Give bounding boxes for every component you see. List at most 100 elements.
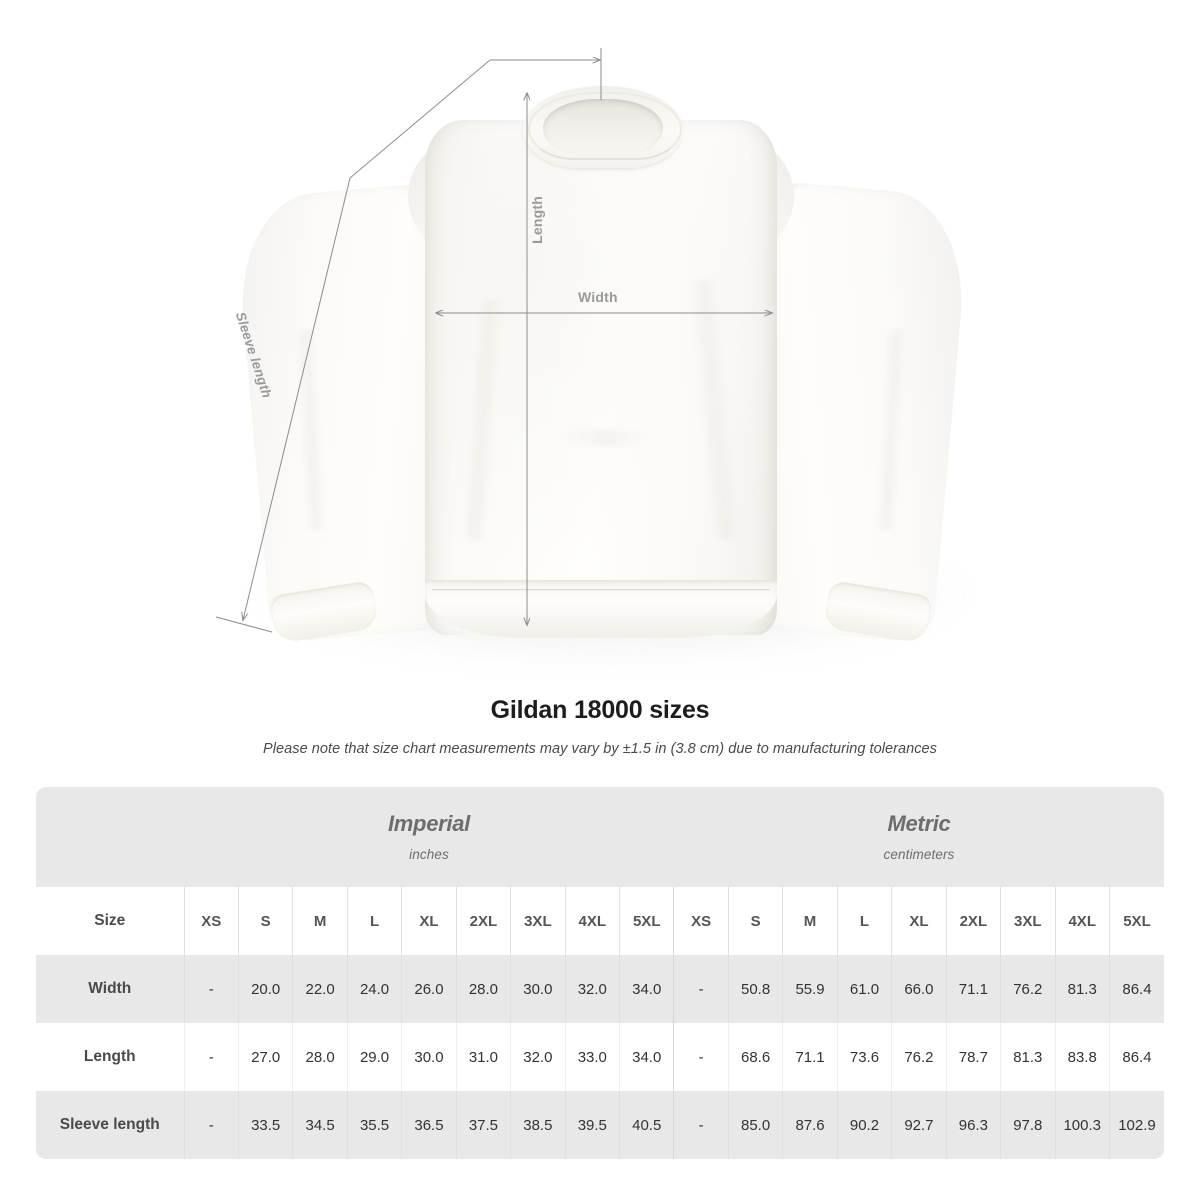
unit-banner-spacer: [36, 787, 185, 887]
cell-length-metric-3xl: 81.3: [1000, 1023, 1056, 1091]
cell-width-imperial-3xl: 30.0: [510, 955, 566, 1023]
cell-sleeve-imperial-s: 33.5: [237, 1091, 293, 1159]
header-size-imperial-2xl: 2XL: [455, 887, 511, 955]
header-size-imperial-xs: XS: [183, 887, 239, 955]
header-size-label: Size: [36, 887, 185, 955]
tolerance-note: Please note that size chart measurements…: [263, 741, 937, 757]
header-size-imperial-m: M: [292, 887, 348, 955]
cell-sleeve-metric-m: 87.6: [782, 1091, 838, 1159]
size-chart-table-container: Imperial inches Metric centimeters Size …: [36, 787, 1164, 1159]
cell-width-metric-s: 50.8: [727, 955, 783, 1023]
unit-metric-name: Metric: [887, 810, 951, 836]
row-label-length: Length: [36, 1023, 185, 1091]
header-size-imperial-l: L: [346, 887, 402, 955]
cell-sleeve-metric-xl: 92.7: [891, 1091, 947, 1159]
cell-length-imperial-3xl: 32.0: [510, 1023, 566, 1091]
size-chart-table: Imperial inches Metric centimeters Size …: [36, 787, 1164, 1159]
cell-length-imperial-m: 28.0: [292, 1023, 348, 1091]
table-row: Length - 27.0 28.0 29.0 30.0 31.0 32.0 3…: [36, 1023, 1164, 1091]
width-label: Width: [578, 289, 618, 305]
cell-width-imperial-l: 24.0: [346, 955, 402, 1023]
collar-rib: [528, 92, 682, 160]
cell-length-metric-s: 68.6: [727, 1023, 783, 1091]
header-size-metric-2xl: 2XL: [945, 887, 1001, 955]
cell-length-imperial-l: 29.0: [346, 1023, 402, 1091]
size-header-row: Size XS S M L XL 2XL 3XL 4XL 5XL XS S M …: [36, 887, 1164, 955]
cell-length-imperial-5xl: 34.0: [619, 1023, 674, 1091]
header-size-imperial-s: S: [237, 887, 293, 955]
cell-width-imperial-xl: 26.0: [401, 955, 457, 1023]
cell-length-imperial-4xl: 33.0: [564, 1023, 620, 1091]
sweatshirt-illustration: [233, 86, 972, 670]
unit-metric-cell: Metric centimeters: [673, 787, 1164, 887]
cell-length-metric-4xl: 83.8: [1054, 1023, 1110, 1091]
product-figure: Length Width Sleeve length: [215, 48, 972, 670]
cell-sleeve-imperial-xs: -: [183, 1091, 239, 1159]
cell-width-imperial-4xl: 32.0: [564, 955, 620, 1023]
title-block: Gildan 18000 sizes Please note that size…: [0, 690, 1200, 757]
cell-sleeve-imperial-l: 35.5: [346, 1091, 402, 1159]
garment-body: [425, 120, 777, 635]
page-title: Gildan 18000 sizes: [490, 696, 710, 724]
header-size-metric-s: S: [727, 887, 783, 955]
cell-width-imperial-2xl: 28.0: [455, 955, 511, 1023]
cell-length-metric-5xl: 86.4: [1108, 1023, 1164, 1091]
unit-imperial-name: Imperial: [387, 810, 470, 836]
length-label: Length: [529, 196, 545, 244]
unit-banner-row: Imperial inches Metric centimeters: [36, 787, 1164, 887]
cell-sleeve-imperial-5xl: 40.5: [619, 1091, 674, 1159]
cell-length-metric-l: 73.6: [836, 1023, 892, 1091]
table-row: Sleeve length - 33.5 34.5 35.5 36.5 37.5…: [36, 1091, 1164, 1159]
cell-length-metric-2xl: 78.7: [945, 1023, 1001, 1091]
cell-width-metric-3xl: 76.2: [1000, 955, 1056, 1023]
cell-width-imperial-m: 22.0: [292, 955, 348, 1023]
cell-width-metric-xs: -: [673, 955, 729, 1023]
unit-metric-sub: centimeters: [883, 847, 955, 863]
header-size-metric-5xl: 5XL: [1108, 887, 1164, 955]
cell-sleeve-imperial-2xl: 37.5: [455, 1091, 511, 1159]
header-size-imperial-4xl: 4XL: [564, 887, 620, 955]
cell-length-imperial-2xl: 31.0: [455, 1023, 511, 1091]
cell-width-imperial-s: 20.0: [237, 955, 293, 1023]
unit-imperial-cell: Imperial inches: [184, 787, 674, 887]
cell-width-metric-2xl: 71.1: [945, 955, 1001, 1023]
cell-length-metric-xl: 76.2: [891, 1023, 947, 1091]
cell-sleeve-imperial-4xl: 39.5: [564, 1091, 620, 1159]
cell-length-imperial-xs: -: [183, 1023, 239, 1091]
cell-sleeve-imperial-m: 34.5: [292, 1091, 348, 1159]
header-size-metric-xl: XL: [891, 887, 947, 955]
cell-sleeve-metric-xs: -: [673, 1091, 729, 1159]
cell-sleeve-imperial-xl: 36.5: [401, 1091, 457, 1159]
header-size-imperial-3xl: 3XL: [510, 887, 566, 955]
row-label-width: Width: [36, 955, 185, 1023]
cell-length-metric-m: 71.1: [782, 1023, 838, 1091]
cell-sleeve-metric-3xl: 97.8: [1000, 1091, 1056, 1159]
cell-sleeve-metric-5xl: 102.9: [1108, 1091, 1164, 1159]
cell-sleeve-metric-4xl: 100.3: [1054, 1091, 1110, 1159]
cell-width-imperial-xs: -: [183, 955, 239, 1023]
cell-sleeve-metric-2xl: 96.3: [945, 1091, 1001, 1159]
fabric-fold: [559, 429, 651, 447]
cell-sleeve-metric-l: 90.2: [836, 1091, 892, 1159]
cell-width-metric-m: 55.9: [782, 955, 838, 1023]
cell-length-imperial-xl: 30.0: [401, 1023, 457, 1091]
cell-sleeve-metric-s: 85.0: [727, 1091, 783, 1159]
table-row: Width - 20.0 22.0 24.0 26.0 28.0 30.0 32…: [36, 955, 1164, 1023]
header-size-metric-3xl: 3XL: [1000, 887, 1056, 955]
header-size-metric-4xl: 4XL: [1054, 887, 1110, 955]
header-size-metric-l: L: [836, 887, 892, 955]
cell-length-metric-xs: -: [673, 1023, 729, 1091]
cell-width-metric-l: 61.0: [836, 955, 892, 1023]
cell-width-metric-4xl: 81.3: [1054, 955, 1110, 1023]
header-size-imperial-xl: XL: [401, 887, 457, 955]
header-size-imperial-5xl: 5XL: [619, 887, 674, 955]
header-size-metric-xs: XS: [673, 887, 729, 955]
cell-width-metric-xl: 66.0: [891, 955, 947, 1023]
header-size-metric-m: M: [782, 887, 838, 955]
hem-seam: [432, 589, 770, 610]
row-label-sleeve-length: Sleeve length: [36, 1091, 185, 1159]
cell-length-imperial-s: 27.0: [237, 1023, 293, 1091]
cell-width-imperial-5xl: 34.0: [619, 955, 674, 1023]
cell-width-metric-5xl: 86.4: [1108, 955, 1164, 1023]
unit-imperial-sub: inches: [409, 847, 449, 863]
